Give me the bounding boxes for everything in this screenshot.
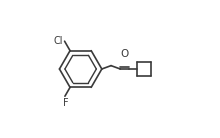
Text: O: O (121, 49, 129, 59)
Text: Cl: Cl (54, 36, 64, 46)
Text: F: F (63, 98, 68, 108)
